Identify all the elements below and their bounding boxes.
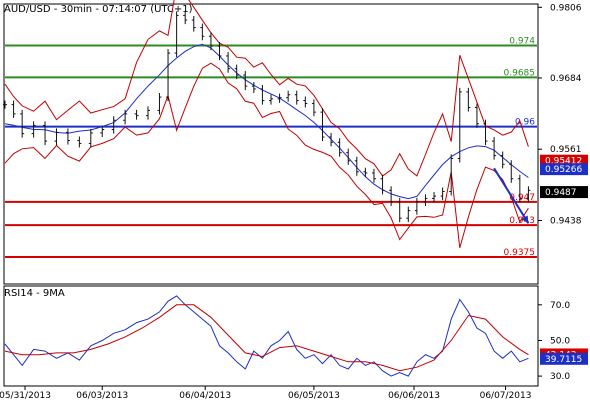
rsi-current-badge: [540, 352, 588, 365]
price-tick-label: 0.9684: [550, 74, 582, 84]
chart-title: AUD/USD - 30min - 07:14:07 (UTC+1): [4, 4, 193, 15]
price-tick-label: 0.9438: [550, 216, 582, 226]
x-tick-label: 06/07/2013: [480, 391, 532, 400]
level-label: 0.96: [515, 118, 535, 128]
x-tick-label: 06/03/2013: [76, 391, 128, 400]
rsi-series-line: [4, 304, 529, 372]
price-y-axis: 0.9806 0.9684 0.9561 0.9438: [538, 3, 582, 226]
moving-average-line: [4, 43, 529, 200]
price-tick-label: 0.9806: [550, 3, 582, 13]
rsi-series-line: [4, 295, 529, 377]
forecast-arrow: [493, 167, 530, 224]
current-price-badge: [540, 186, 588, 199]
x-axis: 05/31/2013 06/03/2013 06/04/2013 06/05/2013…: [0, 385, 537, 400]
rsi-tick-label: 50.0: [550, 336, 570, 346]
upper-band: [4, 0, 529, 177]
current-price-badge: [540, 163, 588, 176]
rsi-plot: [4, 295, 529, 377]
current-rsi-labels: 42.14339.7115: [540, 348, 588, 365]
price-panel-frame: [3, 3, 539, 285]
level-label: 0.943: [509, 216, 535, 226]
current-price-text: 0.95412: [545, 157, 582, 167]
current-price-text: 0.9487: [545, 188, 577, 198]
x-tick-label: 05/31/2013: [0, 391, 51, 400]
rsi-current-text: 39.7115: [545, 355, 582, 365]
level-label: 0.9375: [504, 248, 536, 258]
forecast-arrow-line: [493, 167, 530, 224]
rsi-tick-label: 30.0: [550, 372, 570, 382]
price-tick-label: 0.9561: [550, 145, 582, 155]
rsi-title: RSI14 - 9MA: [4, 288, 65, 299]
lower-band: [4, 62, 529, 249]
level-label: 0.9685: [504, 68, 536, 78]
x-tick-label: 06/06/2013: [388, 391, 440, 400]
rsi-y-axis: 70.0 50.0 30.0: [538, 301, 570, 382]
price-plot: [3, 0, 531, 249]
level-label: 0.947: [509, 193, 535, 203]
level-label: 0.974: [509, 37, 535, 47]
current-price-text: 0.95266: [545, 165, 582, 175]
rsi-tick-label: 70.0: [550, 301, 570, 311]
x-tick-label: 06/04/2013: [179, 391, 231, 400]
x-tick-label: 06/05/2013: [288, 391, 340, 400]
forecast-arrow-head: [521, 215, 529, 224]
horizontal-level-lines: 0.974 0.9685 0.96 0.947 0.943 0.9375: [5, 37, 537, 258]
